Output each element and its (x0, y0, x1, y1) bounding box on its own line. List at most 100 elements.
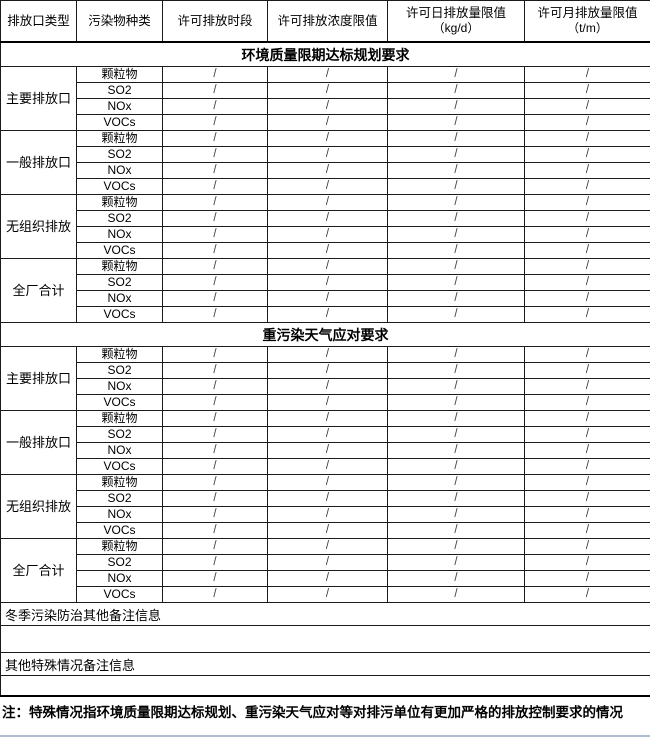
table-row: VOCs / / / / (1, 458, 650, 475)
limit-value-cell: / (387, 194, 525, 211)
pollutant-cell: SO2 (76, 426, 163, 443)
outlet-type-cell: 一般排放口 (0, 410, 77, 475)
limit-value-cell: / (524, 98, 650, 115)
limit-value-cell: / (162, 130, 268, 147)
limit-value-cell: / (524, 394, 650, 411)
limit-value-cell: / (267, 474, 388, 491)
limit-value-cell: / (267, 242, 388, 259)
limit-value-cell: / (387, 570, 525, 587)
table-row: NOx / / / / (1, 506, 650, 523)
pollutant-cell: 颗粒物 (76, 538, 163, 555)
limit-value-cell: / (387, 130, 525, 147)
outlet-type-cell: 全厂合计 (0, 538, 77, 603)
pollutant-cell: NOx (76, 226, 163, 243)
col-header-daily-limit-unit: （kg/d） (432, 21, 480, 36)
limit-value-cell: / (524, 178, 650, 195)
table-row: 全厂合计 颗粒物 / / / / (0, 258, 650, 323)
limit-value-cell: / (162, 474, 268, 491)
limit-value-cell: / (524, 410, 650, 427)
limit-value-cell: / (162, 114, 268, 131)
limit-value-cell: / (524, 586, 650, 603)
limit-value-cell: / (162, 362, 268, 379)
pollutant-cell: NOx (76, 506, 163, 523)
bottom-accent-line (0, 735, 650, 737)
limit-value-cell: / (387, 458, 525, 475)
limit-value-cell: / (387, 362, 525, 379)
limit-value-cell: / (387, 242, 525, 259)
table-row: NOx / / / / (1, 98, 650, 115)
limit-value-cell: / (267, 98, 388, 115)
other-remarks-label: 其他特殊情况备注信息 (0, 652, 650, 676)
pollutant-cell: VOCs (76, 586, 163, 603)
pollutant-cell: 颗粒物 (76, 346, 163, 363)
pollutant-cell: NOx (76, 378, 163, 395)
limit-value-cell: / (267, 362, 388, 379)
limit-value-cell: / (524, 130, 650, 147)
limit-value-cell: / (267, 554, 388, 571)
limit-value-cell: / (267, 442, 388, 459)
limit-value-cell: / (162, 442, 268, 459)
limit-value-cell: / (267, 162, 388, 179)
special-situation-footnote: 注：特殊情况指环境质量限期达标规划、重污染天气应对等对排污单位有更加严格的排放控… (2, 705, 623, 720)
pollutant-cell: NOx (76, 442, 163, 459)
limit-value-cell: / (162, 226, 268, 243)
table-row: 一般排放口 颗粒物 / / / / (0, 410, 650, 475)
limit-value-cell: / (267, 522, 388, 539)
limit-value-cell: / (162, 410, 268, 427)
col-header-daily-limit-title: 许可日排放量限值 (405, 6, 506, 21)
pollutant-cell: NOx (76, 162, 163, 179)
remarks-section: 冬季污染防治其他备注信息 其他特殊情况备注信息 (0, 602, 650, 697)
table-row: SO2// / / (1, 274, 650, 291)
table-row: VOCs / / / / (1, 114, 650, 131)
limit-value-cell: / (162, 378, 268, 395)
limit-value-cell: / (387, 98, 525, 115)
limit-value-cell: / (267, 346, 388, 363)
limit-value-cell: / (267, 178, 388, 195)
limit-value-cell: / (267, 458, 388, 475)
limit-value-cell: / (162, 178, 268, 195)
limit-value-cell: / (162, 394, 268, 411)
limit-value-cell: / (387, 258, 525, 275)
table-row: SO2// / / (1, 146, 650, 163)
pollutant-cell: SO2 (76, 210, 163, 227)
pollutant-cell: SO2 (76, 490, 163, 507)
winter-remarks-value-row (0, 625, 650, 653)
limit-value-cell: / (162, 586, 268, 603)
limit-value-cell: / (267, 586, 388, 603)
limit-value-cell: / (387, 274, 525, 291)
limit-value-cell: / (267, 210, 388, 227)
limit-value-cell: / (387, 586, 525, 603)
limit-value-cell: / (387, 290, 525, 307)
table-row: NOx / / / / (1, 290, 650, 307)
pollutant-cell: SO2 (76, 146, 163, 163)
limit-value-cell: / (162, 490, 268, 507)
col-header-concentration-limit: 许可排放浓度限值 (267, 0, 388, 43)
limit-value-cell: / (387, 538, 525, 555)
limit-value-cell: / (524, 226, 650, 243)
limit-value-cell: / (387, 554, 525, 571)
limit-value-cell: / (267, 146, 388, 163)
col-header-monthly-limit-unit: （t/m） (567, 21, 608, 36)
table-row: SO2// / / (1, 554, 650, 571)
pollutant-cell: SO2 (76, 274, 163, 291)
col-header-permitted-period: 许可排放时段 (162, 0, 268, 43)
limit-value-cell: / (524, 362, 650, 379)
limit-value-cell: / (162, 66, 268, 83)
table-row: NOx / / / / (1, 226, 650, 243)
table-row: 主要排放口 颗粒物 / / / / (0, 346, 650, 411)
limit-value-cell: / (267, 490, 388, 507)
limit-value-cell: / (267, 394, 388, 411)
pollutant-cell: NOx (76, 570, 163, 587)
outlet-type-cell: 无组织排放 (0, 194, 77, 259)
limit-value-cell: / (387, 82, 525, 99)
other-remarks-label-row: 其他特殊情况备注信息 (0, 652, 650, 676)
limit-value-cell: / (524, 346, 650, 363)
limit-value-cell: / (387, 66, 525, 83)
limit-value-cell: / (387, 490, 525, 507)
limit-value-cell: / (267, 194, 388, 211)
pollutant-cell: VOCs (76, 242, 163, 259)
limit-value-cell: / (162, 346, 268, 363)
limit-value-cell: / (162, 506, 268, 523)
section-title: 环境质量限期达标规划要求 (0, 41, 650, 67)
limit-value-cell: / (267, 426, 388, 443)
